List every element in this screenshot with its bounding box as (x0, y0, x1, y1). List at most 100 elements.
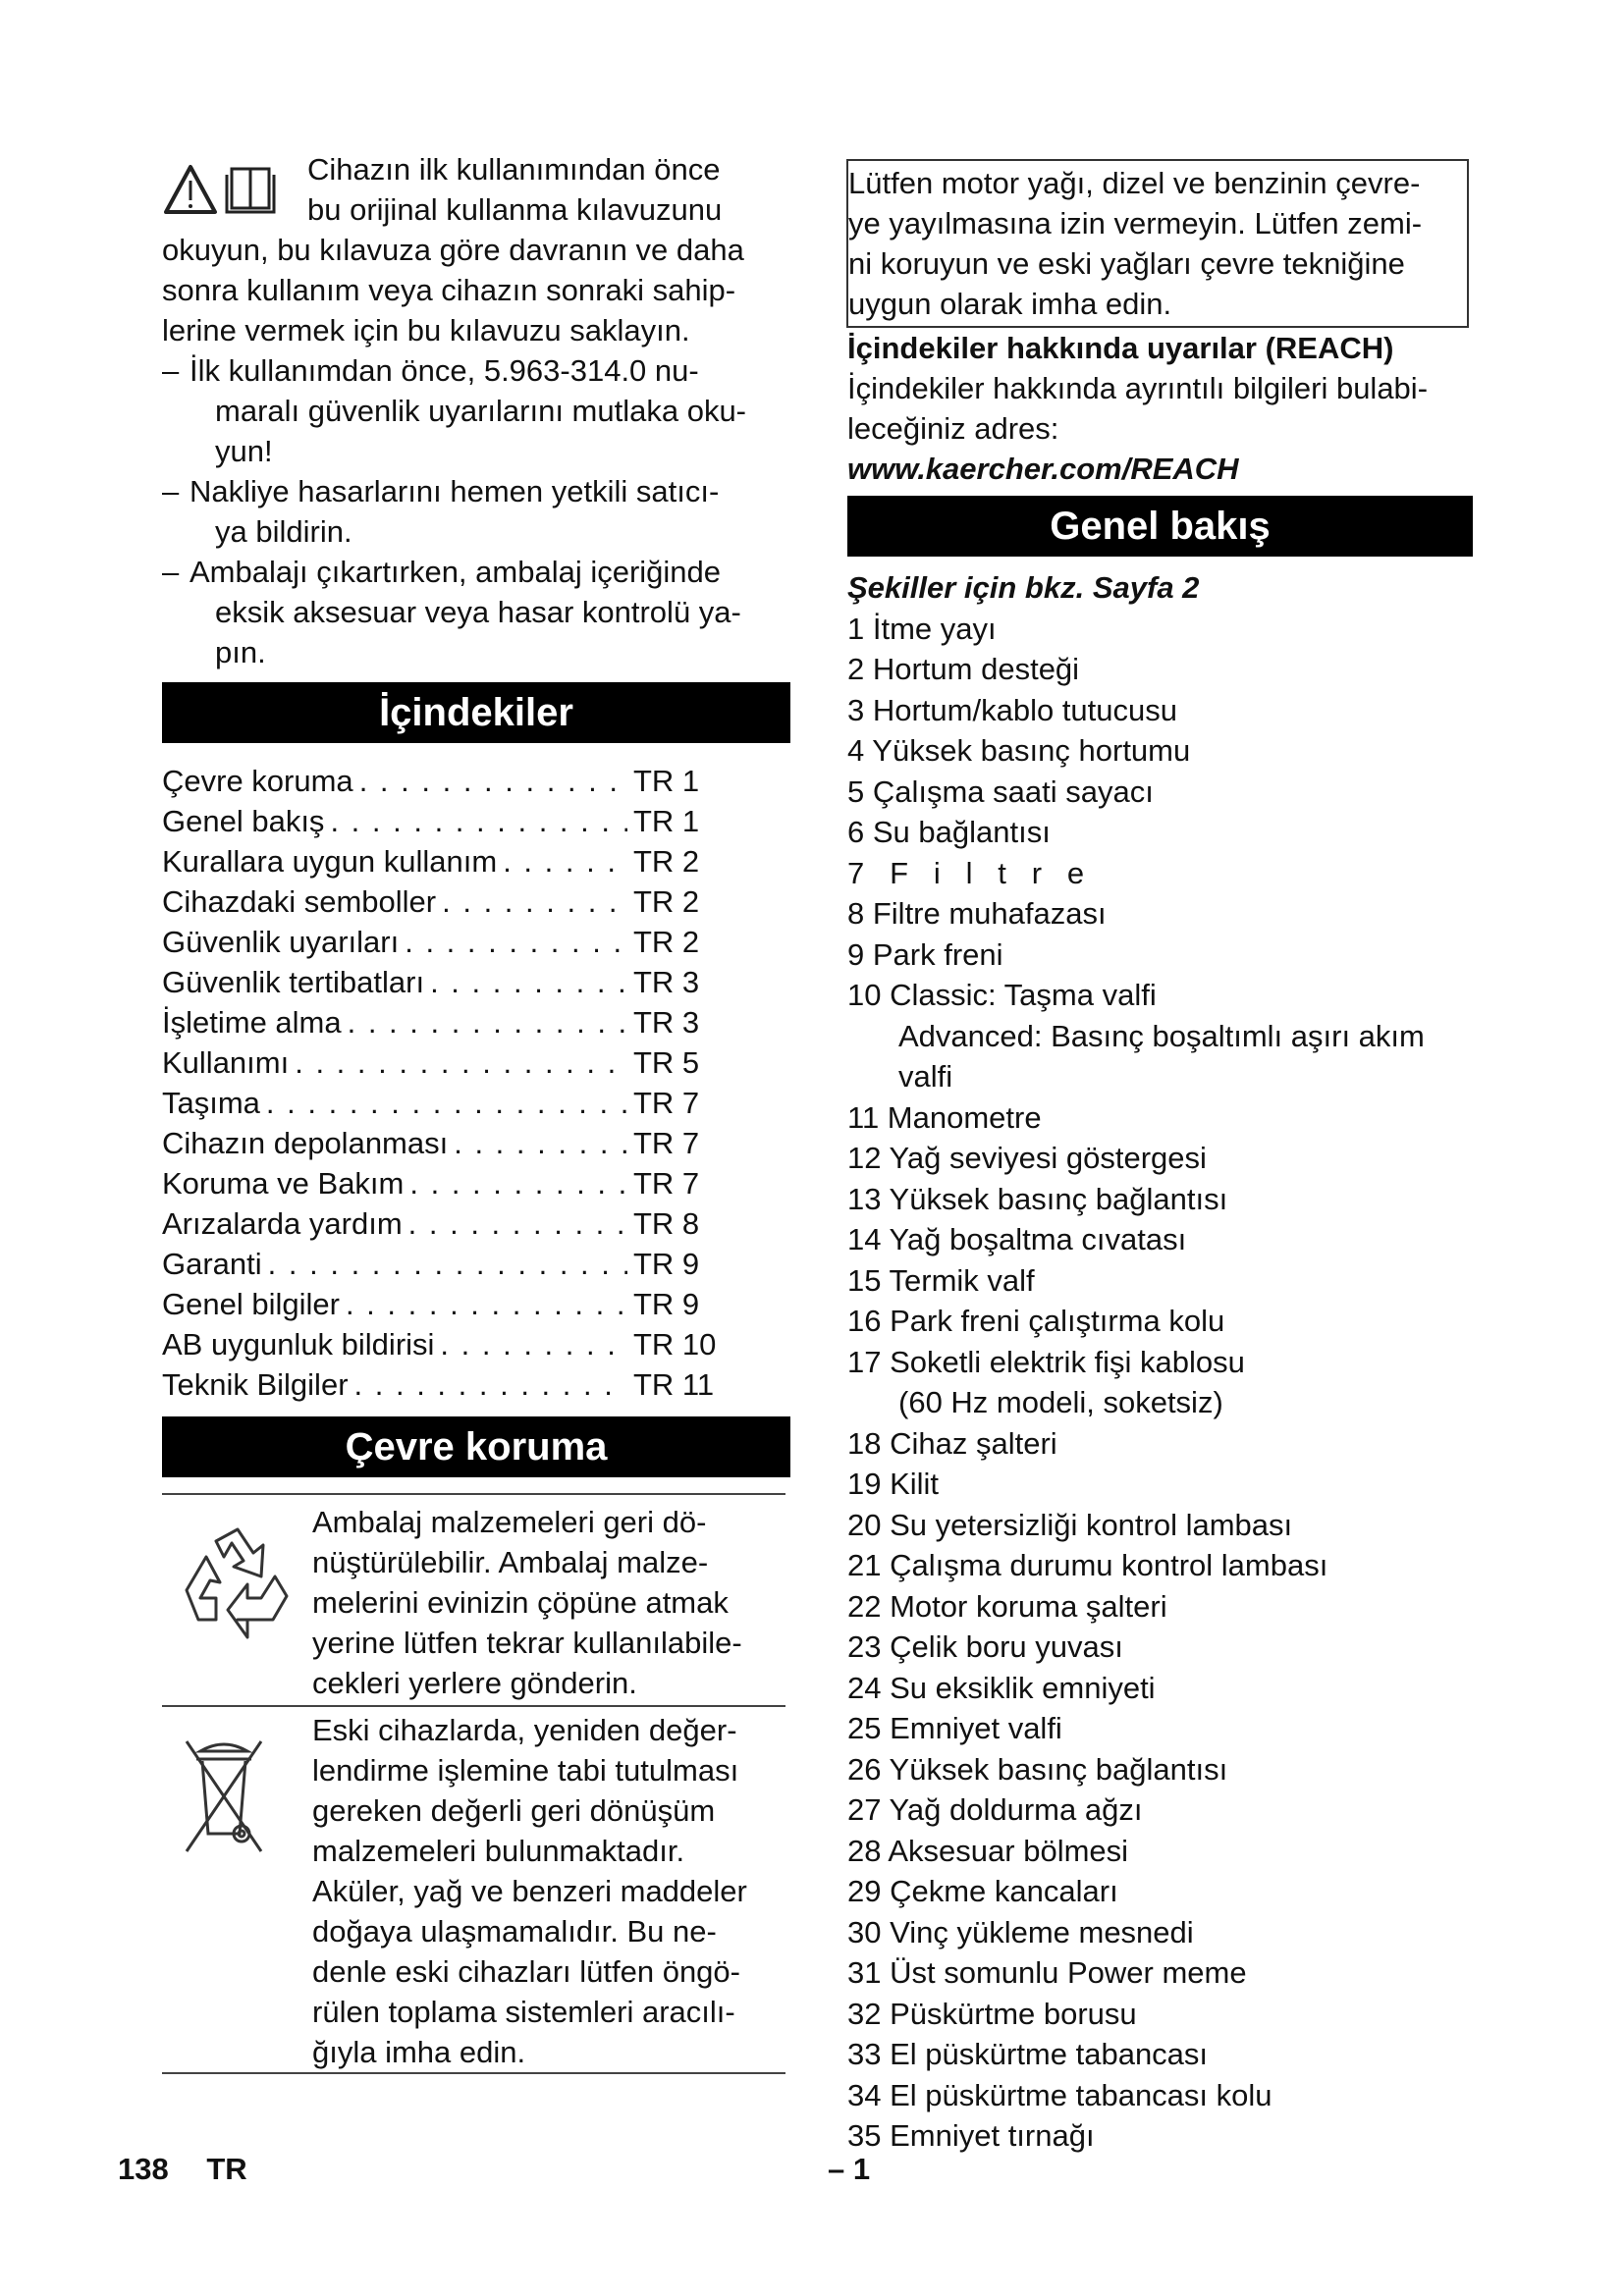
list-item: 7 F i l t r e (847, 853, 1476, 894)
toc-item[interactable]: Garanti TR 9 (162, 1244, 722, 1284)
bullet-line: ya bildirin. (215, 514, 352, 549)
bullet-line: eksik aksesuar veya hasar kontrolü ya- (215, 595, 741, 629)
toc-leader-dots (442, 881, 627, 922)
item-continuation: Advanced: Basınç boşaltımlı aşırı akım (898, 1018, 1425, 1053)
reach-heading: İçindekiler hakkında uyarılar (REACH) (847, 331, 1394, 365)
toc-item[interactable]: Koruma ve Bakım TR 7 (162, 1163, 722, 1203)
item-label: 27 Yağ doldurma ağzı (847, 1792, 1143, 1827)
intro-icons (162, 149, 307, 230)
toc-label: Koruma ve Bakım (162, 1166, 405, 1201)
footer: 138 TR (118, 2152, 247, 2187)
toc-item[interactable]: Güvenlik uyarıları TR 2 (162, 922, 722, 962)
list-item: 17 Soketli elektrik fişi kablosu (60 Hz m… (847, 1342, 1476, 1423)
toc-label: Teknik Bilgiler (162, 1367, 349, 1402)
warning-triangle-icon (164, 165, 217, 214)
toc-label: Genel bakış (162, 804, 325, 838)
list-item: 3 Hortum/kablo tutucusu (847, 690, 1476, 731)
item-label: 34 El püskürtme tabancası kolu (847, 2077, 1272, 2112)
text-line: uygun olarak imha edin. (848, 287, 1172, 321)
toc-item[interactable]: Cihazın depolanması TR 7 (162, 1123, 722, 1163)
toc-label: Kurallara uygun kullanım (162, 844, 498, 879)
text-line: Lütfen motor yağı, dizel ve benzinin çev… (848, 166, 1421, 200)
toc-item[interactable]: Cihazdaki semboller TR 2 (162, 881, 722, 922)
toc-item[interactable]: Kullanımı TR 5 (162, 1042, 722, 1083)
item-label: 10 Classic: Taşma valfi (847, 978, 1157, 1012)
toc-item[interactable]: Taşıma TR 7 (162, 1083, 722, 1123)
reach-link[interactable]: www.kaercher.com/REACH (847, 452, 1239, 486)
item-label: 31 Üst somunlu Power meme (847, 1955, 1247, 1990)
toc-item[interactable]: AB uygunluk bildirisi TR 10 (162, 1324, 722, 1364)
toc-leader-dots (330, 801, 627, 841)
toc-leader-dots (408, 1203, 627, 1244)
text-line: melerini evinizin çöpüne atmak (312, 1585, 729, 1620)
list-item: 9 Park freni (847, 934, 1476, 976)
toc-page: TR 11 (633, 1367, 715, 1402)
toc-label: Arızalarda yardım (162, 1206, 403, 1241)
text-line: Aküler, yağ ve benzeri maddeler (312, 1874, 747, 1908)
toc-item[interactable]: İşletime alma TR 3 (162, 1002, 722, 1042)
list-item: 31 Üst somunlu Power meme (847, 1952, 1476, 1994)
crossed-bin-icon (185, 1737, 263, 1860)
toc-page: TR 2 (633, 884, 700, 919)
text-line: ğıyla imha edin. (312, 2035, 526, 2069)
text-line: yerine lütfen tekrar kullanılabile- (312, 1626, 742, 1660)
toc-page: TR 1 (633, 764, 700, 798)
list-item: 11 Manometre (847, 1097, 1476, 1139)
toc-leader-dots (354, 1364, 627, 1405)
toc-item[interactable]: Teknik Bilgiler TR 11 (162, 1364, 722, 1405)
item-label: 7 F i l t r e (847, 855, 1085, 890)
item-label: 26 Yüksek basınç bağlantısı (847, 1751, 1228, 1787)
item-label: 28 Aksesuar bölmesi (847, 1833, 1129, 1868)
divider (162, 1705, 785, 1707)
toc-page: TR 9 (633, 1247, 700, 1281)
list-item: 12 Yağ seviyesi göstergesi (847, 1138, 1476, 1179)
toc-leader-dots (266, 1083, 627, 1123)
list-item: 6 Su bağlantısı (847, 812, 1476, 853)
page-number: 138 (118, 2152, 169, 2186)
bullet-dash: – (162, 353, 180, 388)
section-page: – 1 (828, 2152, 871, 2186)
text-line: Eski cihazlarda, yeniden değer- (312, 1713, 737, 1747)
toc-page: TR 9 (633, 1287, 700, 1321)
bullet-dash: – (162, 474, 180, 508)
disposal-text: Eski cihazlarda, yeniden değer-lendirme … (312, 1710, 793, 2072)
toc-item[interactable]: Çevre koruma TR 1 (162, 761, 722, 801)
toc-leader-dots (346, 1284, 627, 1324)
toc-page: TR 1 (633, 804, 700, 838)
list-item: 16 Park freni çalıştırma kolu (847, 1301, 1476, 1342)
item-label: 18 Cihaz şalteri (847, 1425, 1057, 1461)
toc-page: TR 3 (633, 1005, 700, 1040)
manual-book-icon (225, 167, 276, 214)
toc-item[interactable]: Arızalarda yardım TR 8 (162, 1203, 722, 1244)
item-label: 9 Park freni (847, 936, 1003, 972)
toc-item[interactable]: Güvenlik tertibatları TR 3 (162, 962, 722, 1002)
toc-item[interactable]: Kurallara uygun kullanım TR 2 (162, 841, 722, 881)
toc-item[interactable]: Genel bakış TR 1 (162, 801, 722, 841)
toc-leader-dots (503, 841, 627, 881)
overview-list: Şekiller için bkz. Sayfa 2 1 İtme yayı 2 … (847, 567, 1476, 2157)
item-label: 32 Püskürtme borusu (847, 1996, 1137, 2031)
toc-leader-dots (359, 761, 627, 801)
item-label: 8 Filtre muhafazası (847, 896, 1107, 931)
text-line: malzemeleri bulunmaktadır. (312, 1834, 685, 1868)
toc-heading: İçindekiler (162, 682, 790, 743)
list-item: 15 Termik valf (847, 1260, 1476, 1302)
item-continuation: valfi (898, 1059, 953, 1094)
text-line: Ambalaj malzemeleri geri dö- (312, 1505, 707, 1539)
toc-page: TR 7 (633, 1086, 700, 1120)
list-item: 27 Yağ doldurma ağzı (847, 1789, 1476, 1831)
toc-leader-dots (268, 1244, 627, 1284)
list-item: 19 Kilit (847, 1464, 1476, 1505)
item-label: 5 Çalışma saati sayacı (847, 774, 1154, 809)
toc-label: Güvenlik uyarıları (162, 925, 400, 959)
item-label: 17 Soketli elektrik fişi kablosu (847, 1344, 1245, 1379)
toc-page: TR 8 (633, 1206, 700, 1241)
reach-section: İçindekiler hakkında uyarılar (REACH) İç… (847, 328, 1476, 489)
text-line: cekleri yerlere gönderin. (312, 1666, 637, 1700)
toc-page: TR 2 (633, 844, 700, 879)
list-item: 10 Classic: Taşma valfi Advanced: Basınç … (847, 975, 1476, 1097)
toc-item[interactable]: Genel bilgiler TR 9 (162, 1284, 722, 1324)
item-label: 6 Su bağlantısı (847, 815, 1051, 849)
intro-bullets: – İlk kullanımdan önce, 5.963-314.0 nu-ma… (162, 350, 800, 672)
item-label: 24 Su eksiklik emniyeti (847, 1670, 1156, 1705)
